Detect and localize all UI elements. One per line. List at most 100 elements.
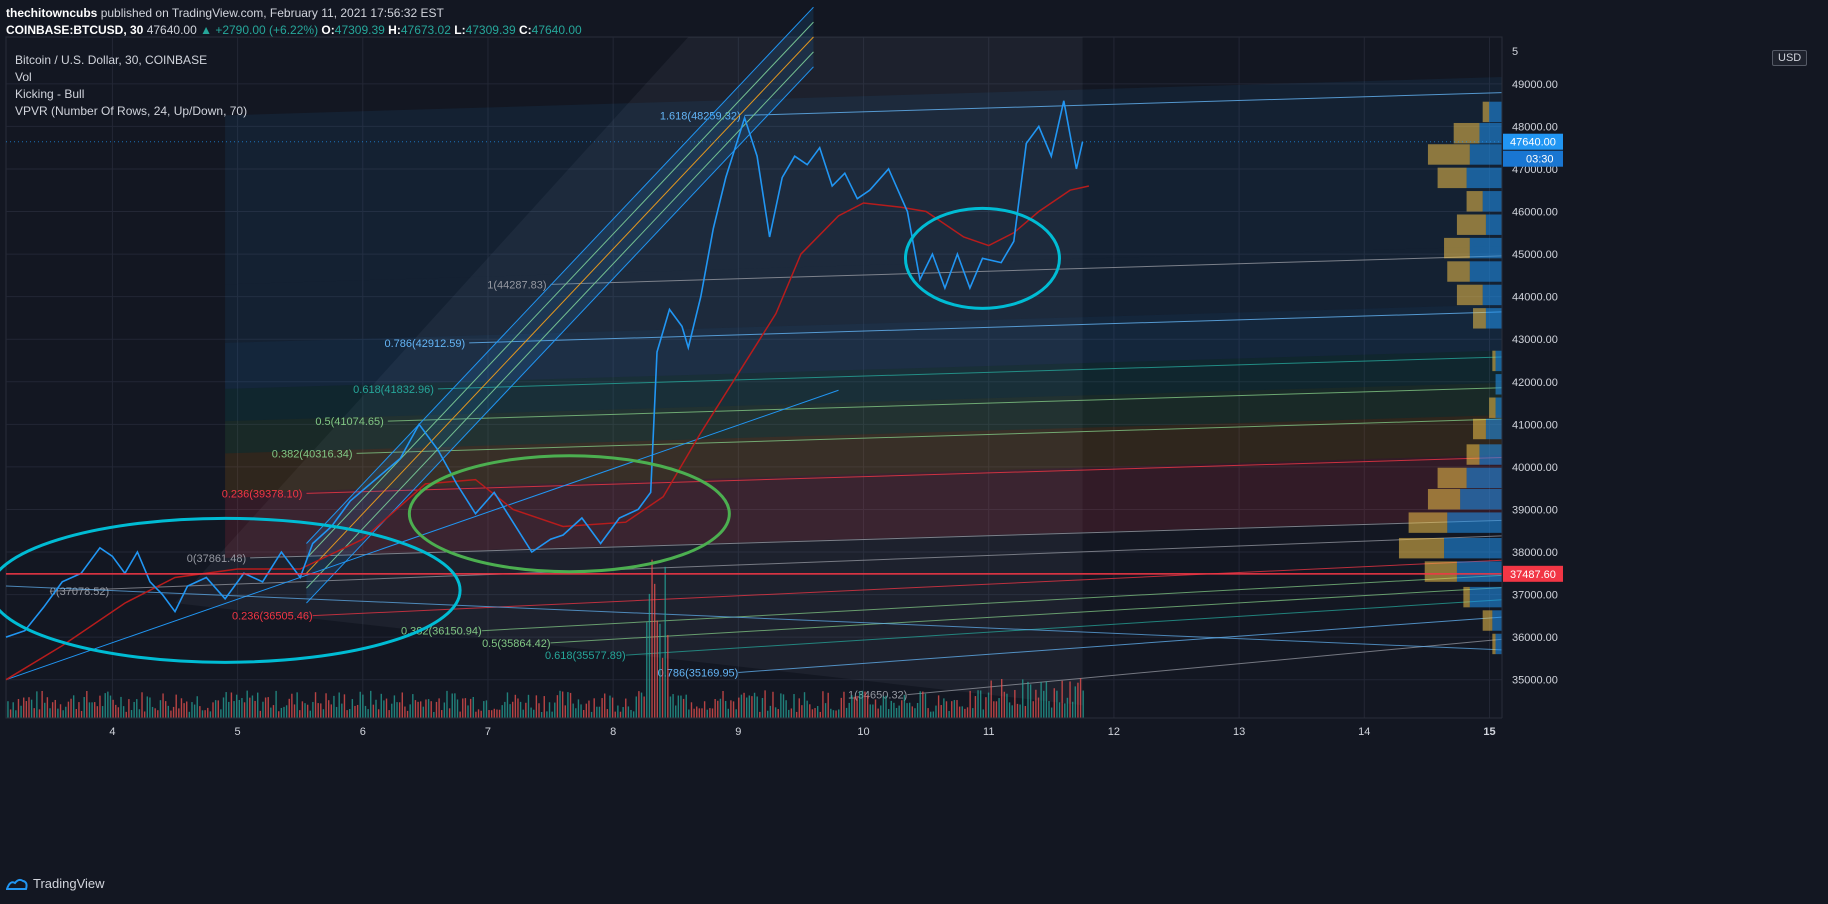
volume-bar xyxy=(1045,681,1048,718)
volume-bar xyxy=(569,692,572,718)
price-tick-label: 49000.00 xyxy=(1512,79,1558,91)
price-chart[interactable]: 0(37861.48) 0.236(39378.10) 0.382(40316.34… xyxy=(0,0,1828,870)
volume-bar xyxy=(485,700,488,718)
volume-bar xyxy=(819,711,821,718)
author-name[interactable]: thechitowncubs xyxy=(6,6,98,20)
volume-bar xyxy=(122,706,125,718)
price-tick-label: 36000.00 xyxy=(1512,632,1558,644)
volume-bar xyxy=(175,694,177,718)
volume-bar xyxy=(830,708,832,718)
volume-bar xyxy=(467,705,469,718)
legend-vol[interactable]: Vol xyxy=(15,70,32,84)
volume-bar xyxy=(632,711,635,718)
volume-bar xyxy=(609,695,611,718)
volume-bar xyxy=(788,709,790,718)
tradingview-logo-icon[interactable] xyxy=(6,877,28,891)
volume-bar xyxy=(593,698,595,718)
volume-bar xyxy=(172,706,175,718)
volume-bar xyxy=(995,701,998,718)
price-tick-label: 42000.00 xyxy=(1512,377,1558,389)
volume-bar xyxy=(738,697,740,718)
volume-bar xyxy=(767,710,769,718)
volume-bar xyxy=(351,699,354,718)
volume-bar xyxy=(391,703,393,718)
volume-bar xyxy=(1082,690,1084,718)
vpvr-up-bar xyxy=(1460,489,1502,510)
volume-bar xyxy=(985,697,987,718)
volume-bar xyxy=(65,706,67,718)
volume-bar xyxy=(809,704,811,718)
volume-bar xyxy=(735,709,737,718)
fib-line xyxy=(469,311,1503,344)
volume-bar xyxy=(138,709,141,718)
time-tick-label: 14 xyxy=(1358,726,1370,738)
fib-lower-label: 0.618(35577.89) xyxy=(545,650,626,662)
volume-bar xyxy=(916,702,919,718)
volume-bar xyxy=(653,583,656,718)
volume-bar xyxy=(1071,701,1074,718)
volume-bar xyxy=(46,697,49,718)
price-tick-label: 35000.00 xyxy=(1512,675,1558,687)
volume-bar xyxy=(740,694,743,718)
legend-title[interactable]: Bitcoin / U.S. Dollar, 30, COINBASE xyxy=(15,53,208,67)
vpvr-up-bar xyxy=(1495,633,1502,655)
currency-button[interactable]: USD xyxy=(1772,50,1808,66)
volume-bar xyxy=(951,701,953,718)
volume-bar xyxy=(112,699,114,718)
volume-bar xyxy=(522,709,524,718)
volume-bar xyxy=(377,709,380,718)
vpvr-up-bar xyxy=(1495,397,1502,418)
volume-bar xyxy=(283,706,285,718)
volume-bar xyxy=(903,694,906,718)
volume-bar xyxy=(49,708,51,718)
footer-brand[interactable]: TradingView xyxy=(33,876,105,891)
volume-bar xyxy=(1014,689,1016,718)
volume-bar xyxy=(375,699,377,718)
volume-bar xyxy=(519,701,522,718)
volume-bar xyxy=(262,701,264,718)
vpvr-down-bar xyxy=(1408,512,1448,533)
volume-bar xyxy=(62,710,64,718)
volume-bar xyxy=(619,711,622,718)
volume-bar xyxy=(535,695,538,718)
fib-band xyxy=(225,455,1503,558)
symbol-info-line: COINBASE:BTCUSD, 30 47640.00 ▲ +2790.00 … xyxy=(6,21,582,39)
price-tick-label: 46000.00 xyxy=(1512,207,1558,219)
volume-bar xyxy=(15,710,17,718)
legend-kicking[interactable]: Kicking - Bull xyxy=(15,87,85,101)
volume-bar xyxy=(425,699,427,718)
volume-bar xyxy=(149,697,151,718)
volume-bar xyxy=(396,702,398,718)
volume-bar xyxy=(530,707,532,718)
price-tick-label-top: 5 xyxy=(1512,46,1518,58)
volume-bar xyxy=(33,708,35,718)
volume-bar xyxy=(898,705,900,718)
volume-bar xyxy=(525,702,527,718)
time-tick-label: 8 xyxy=(610,726,616,738)
volume-bar xyxy=(325,693,327,718)
annotation-circle-middle xyxy=(407,454,731,574)
volume-bar xyxy=(264,697,267,718)
volume-bar xyxy=(824,703,827,718)
volume-bar xyxy=(901,700,903,718)
volume-bar xyxy=(151,706,154,718)
plot-area xyxy=(5,36,1503,719)
volume-bar xyxy=(143,711,146,718)
volume-bar xyxy=(911,706,914,718)
volume-bar xyxy=(480,710,482,718)
volume-bar xyxy=(493,708,496,718)
vpvr-up-bar xyxy=(1485,418,1502,440)
legend-vpvr[interactable]: VPVR (Number Of Rows, 24, Up/Down, 70) xyxy=(15,104,248,118)
volume-bar xyxy=(212,702,214,718)
volume-bar xyxy=(866,695,869,718)
fib-lower-label: 0(37078.52) xyxy=(50,586,109,598)
vpvr-down-bar xyxy=(1447,261,1470,282)
volume-bar xyxy=(86,690,88,718)
volume-bar xyxy=(943,698,945,718)
volume-bar xyxy=(372,704,375,718)
volume-bar xyxy=(577,699,580,718)
volume-bar xyxy=(827,692,829,718)
volume-bar xyxy=(96,706,99,718)
channel-line xyxy=(306,36,814,574)
symbol-name[interactable]: COINBASE:BTCUSD, 30 xyxy=(6,23,144,37)
